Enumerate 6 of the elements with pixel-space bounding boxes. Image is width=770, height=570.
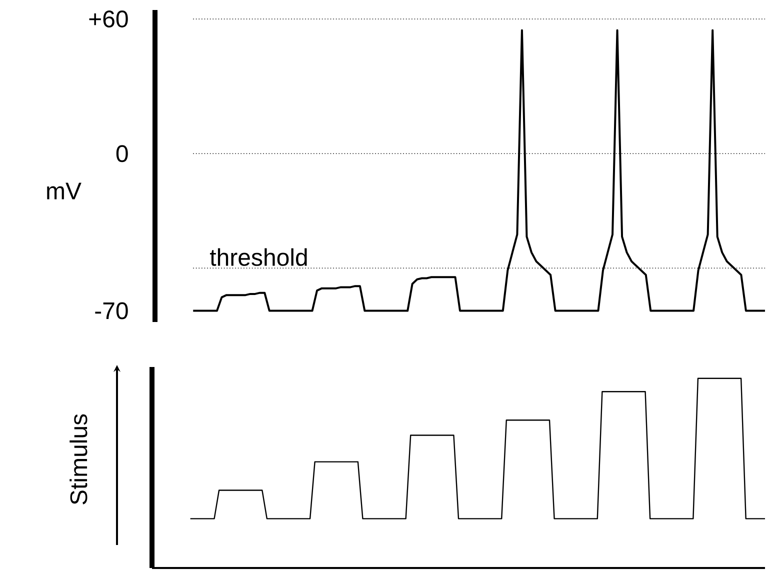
y-axis-title: mV	[47, 182, 82, 200]
y-tick-label: -70	[95, 302, 128, 320]
y-tick-label: +60	[89, 10, 128, 28]
y-axis-title: Stimulus	[70, 414, 88, 504]
y-tick-label: 0	[116, 145, 128, 162]
ref-line-label: threshold	[210, 248, 307, 266]
